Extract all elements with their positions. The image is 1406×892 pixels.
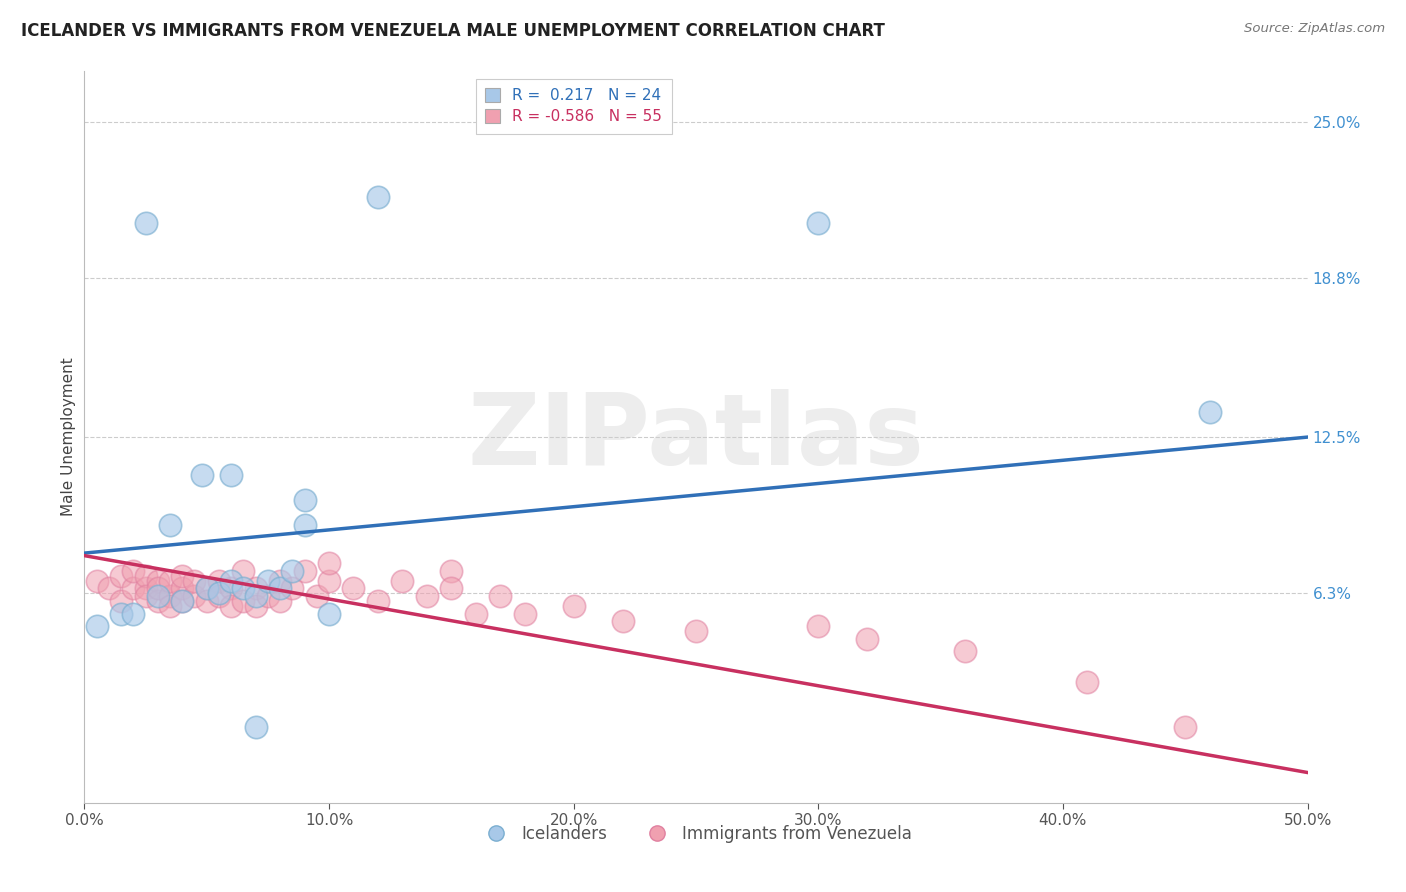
Point — [122, 607, 145, 621]
Y-axis label: Male Unemployment: Male Unemployment — [60, 358, 76, 516]
Point — [245, 582, 267, 596]
Point — [294, 564, 316, 578]
Point — [269, 574, 291, 588]
Point — [172, 582, 194, 596]
Point — [135, 569, 157, 583]
Point — [807, 216, 830, 230]
Point — [305, 589, 328, 603]
Point — [807, 619, 830, 633]
Text: ICELANDER VS IMMIGRANTS FROM VENEZUELA MALE UNEMPLOYMENT CORRELATION CHART: ICELANDER VS IMMIGRANTS FROM VENEZUELA M… — [21, 22, 884, 40]
Point — [195, 582, 218, 596]
Point — [86, 619, 108, 633]
Point — [257, 574, 280, 588]
Point — [245, 589, 267, 603]
Point — [110, 594, 132, 608]
Point — [135, 582, 157, 596]
Point — [489, 589, 512, 603]
Point — [172, 569, 194, 583]
Point — [159, 574, 181, 588]
Point — [685, 624, 707, 639]
Point — [232, 594, 254, 608]
Text: Source: ZipAtlas.com: Source: ZipAtlas.com — [1244, 22, 1385, 36]
Point — [318, 574, 340, 588]
Point — [367, 594, 389, 608]
Point — [122, 564, 145, 578]
Point — [195, 582, 218, 596]
Point — [219, 467, 242, 482]
Point — [440, 582, 463, 596]
Point — [391, 574, 413, 588]
Point — [232, 582, 254, 596]
Point — [135, 216, 157, 230]
Point — [191, 467, 214, 482]
Point — [245, 720, 267, 734]
Point — [122, 582, 145, 596]
Point — [146, 589, 169, 603]
Point — [294, 493, 316, 508]
Point — [513, 607, 536, 621]
Point — [856, 632, 879, 646]
Point — [219, 582, 242, 596]
Point — [416, 589, 439, 603]
Point — [208, 586, 231, 600]
Point — [97, 582, 120, 596]
Point — [219, 599, 242, 613]
Point — [464, 607, 486, 621]
Point — [146, 594, 169, 608]
Point — [318, 556, 340, 570]
Point — [294, 518, 316, 533]
Point — [208, 589, 231, 603]
Point — [318, 607, 340, 621]
Point — [281, 564, 304, 578]
Point — [1198, 405, 1220, 419]
Text: ZIPatlas: ZIPatlas — [468, 389, 924, 485]
Point — [1076, 674, 1098, 689]
Point — [440, 564, 463, 578]
Point — [146, 582, 169, 596]
Point — [183, 589, 205, 603]
Point — [281, 582, 304, 596]
Point — [1174, 720, 1197, 734]
Point — [172, 594, 194, 608]
Point — [159, 589, 181, 603]
Point — [953, 644, 976, 658]
Point — [86, 574, 108, 588]
Point — [245, 599, 267, 613]
Point — [110, 607, 132, 621]
Point — [159, 599, 181, 613]
Point — [232, 564, 254, 578]
Point — [257, 589, 280, 603]
Point — [612, 614, 634, 628]
Point — [159, 518, 181, 533]
Point — [219, 574, 242, 588]
Point — [269, 582, 291, 596]
Point — [269, 594, 291, 608]
Point — [146, 574, 169, 588]
Point — [110, 569, 132, 583]
Point — [342, 582, 364, 596]
Point — [367, 190, 389, 204]
Point — [172, 594, 194, 608]
Point — [208, 574, 231, 588]
Legend: Icelanders, Immigrants from Venezuela: Icelanders, Immigrants from Venezuela — [472, 818, 920, 849]
Point — [183, 574, 205, 588]
Point — [135, 589, 157, 603]
Point — [562, 599, 585, 613]
Point — [195, 594, 218, 608]
